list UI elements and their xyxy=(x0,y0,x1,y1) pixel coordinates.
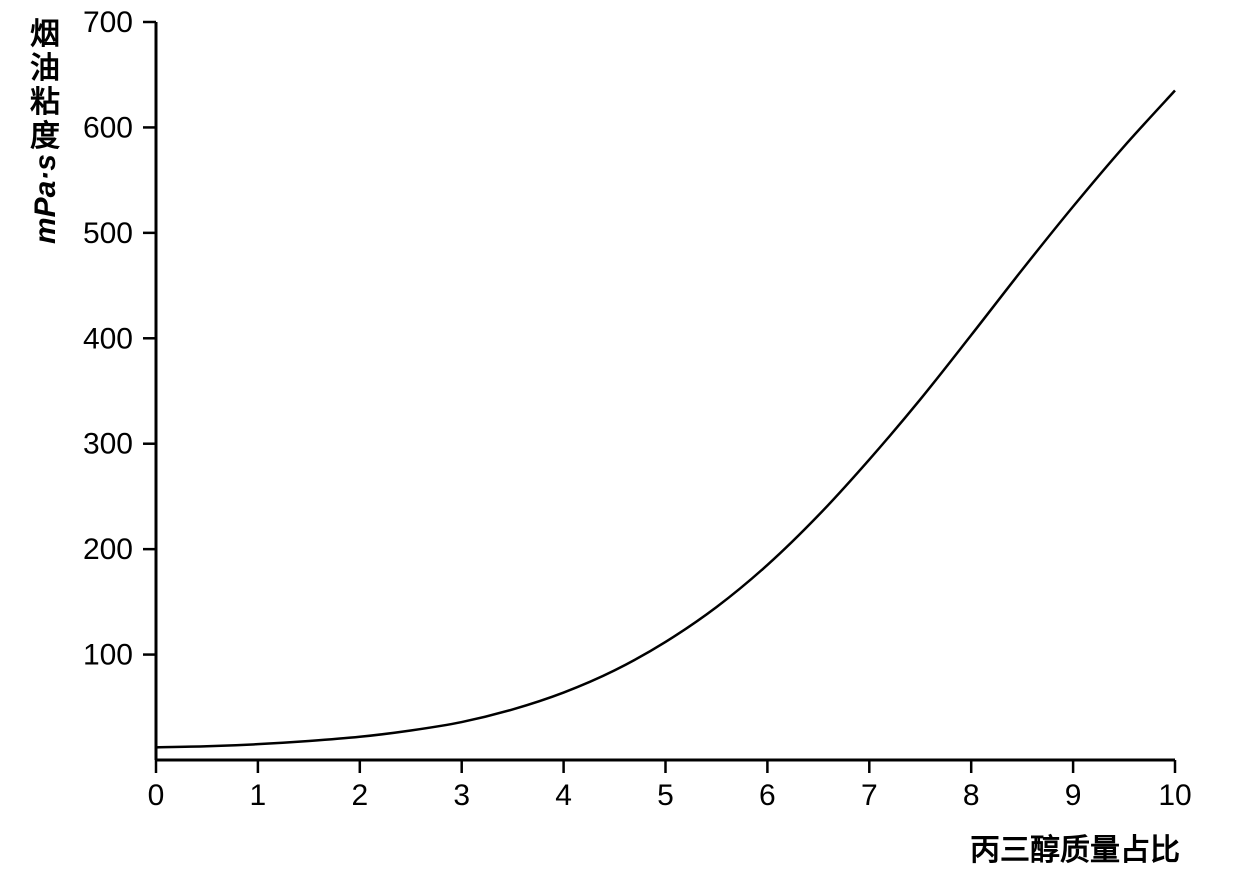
x-axis-ticks: 0 1 2 3 4 5 6 7 8 9 10 xyxy=(148,760,1192,812)
y-axis-ticks: 100 200 300 400 500 600 700 xyxy=(83,6,156,672)
x-tick-label: 9 xyxy=(1065,779,1082,812)
data-curve xyxy=(156,91,1175,748)
y-tick-label: 600 xyxy=(83,111,133,144)
x-tick-label: 3 xyxy=(453,779,470,812)
x-tick-label: 1 xyxy=(250,779,267,812)
x-tick-label: 6 xyxy=(759,779,776,812)
x-tick-label: 10 xyxy=(1158,779,1191,812)
chart-container: 100 200 300 400 500 600 700 0 1 2 3 4 5 6 7 8 9 10 丙三醇质量… xyxy=(0,0,1240,887)
x-axis-label: 丙三醇质量占比 xyxy=(970,834,1180,867)
y-tick-label: 300 xyxy=(83,428,133,461)
x-tick-label: 5 xyxy=(657,779,674,812)
y-tick-label: 200 xyxy=(83,533,133,566)
y-axis-label-char: 度 xyxy=(30,120,60,153)
x-tick-label: 7 xyxy=(861,779,878,812)
y-tick-label: 100 xyxy=(83,639,133,672)
x-tick-label: 4 xyxy=(555,779,572,812)
y-axis-label-char: 烟 xyxy=(30,18,60,51)
y-tick-label: 700 xyxy=(83,6,133,39)
chart-svg: 100 200 300 400 500 600 700 0 1 2 3 4 5 6 7 8 9 10 丙三醇质量… xyxy=(0,0,1240,887)
y-axis-label: 烟油粘度mPa·s xyxy=(29,18,62,244)
y-tick-label: 500 xyxy=(83,217,133,250)
x-tick-label: 2 xyxy=(351,779,368,812)
x-tick-label: 0 xyxy=(148,779,165,812)
y-tick-label: 400 xyxy=(83,322,133,355)
y-axis-label-char: 油 xyxy=(30,52,60,85)
y-axis-label-char: 粘 xyxy=(30,86,60,119)
x-tick-label: 8 xyxy=(963,779,980,812)
y-axis-label-unit: mPa·s xyxy=(29,154,62,244)
